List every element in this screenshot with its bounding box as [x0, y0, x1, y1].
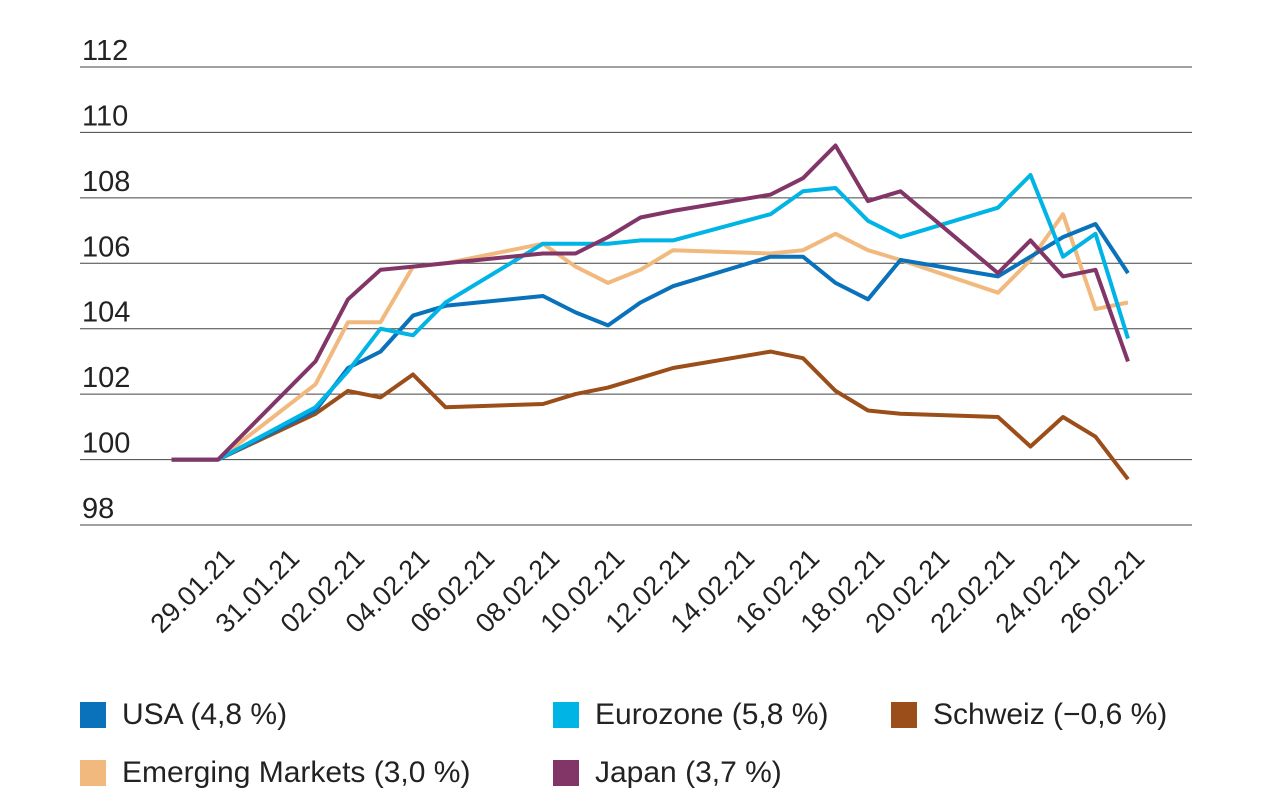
legend-swatch-japan [553, 760, 579, 786]
series-line-eurozone [171, 173, 1130, 462]
series-line-usa [171, 222, 1130, 462]
legend-label-japan: Japan (3,7 %) [595, 756, 782, 789]
series-lines [171, 143, 1130, 481]
series-line-japan [171, 143, 1130, 462]
legend-swatch-emerging-markets [80, 760, 106, 786]
y-tick-label: 98 [82, 493, 114, 525]
legend-label-eurozone: Eurozone (5,8 %) [595, 698, 829, 731]
legend-label-usa: USA (4,8 %) [122, 698, 288, 731]
legend-item-japan: Japan (3,7 %) [553, 756, 782, 790]
y-tick-label: 100 [82, 428, 130, 460]
legend: USA (4,8 %) Eurozone (5,8 %) Schweiz (−0… [0, 680, 1268, 800]
y-axis-ticks: 112 110 108 106 104 102 100 98 [82, 35, 130, 525]
y-tick-label: 106 [82, 231, 130, 263]
y-tick-label: 108 [82, 166, 130, 198]
legend-swatch-eurozone [553, 702, 579, 728]
legend-item-emerging-markets: Emerging Markets (3,0 %) [80, 756, 470, 790]
legend-label-schweiz: Schweiz (−0,6 %) [933, 698, 1168, 731]
gridlines [80, 66, 1192, 526]
legend-label-emerging-markets: Emerging Markets (3,0 %) [122, 756, 471, 789]
legend-swatch-usa [80, 702, 106, 728]
legend-item-eurozone: Eurozone (5,8 %) [553, 698, 828, 732]
legend-item-usa: USA (4,8 %) [80, 698, 287, 732]
line-chart: 112 110 108 106 104 102 100 98 29.01.2131.01.21… [80, 35, 1192, 639]
y-tick-label: 102 [82, 362, 130, 394]
y-tick-label: 112 [82, 35, 128, 67]
legend-item-schweiz: Schweiz (−0,6 %) [891, 698, 1167, 732]
legend-swatch-schweiz [891, 702, 917, 728]
series-line-schweiz [171, 349, 1130, 481]
series-line-emerging-markets [171, 212, 1129, 462]
y-tick-label: 110 [82, 100, 128, 132]
x-axis-ticks: 29.01.2131.01.2102.02.2104.02.2106.02.21… [145, 543, 1151, 639]
y-tick-label: 104 [82, 297, 130, 329]
